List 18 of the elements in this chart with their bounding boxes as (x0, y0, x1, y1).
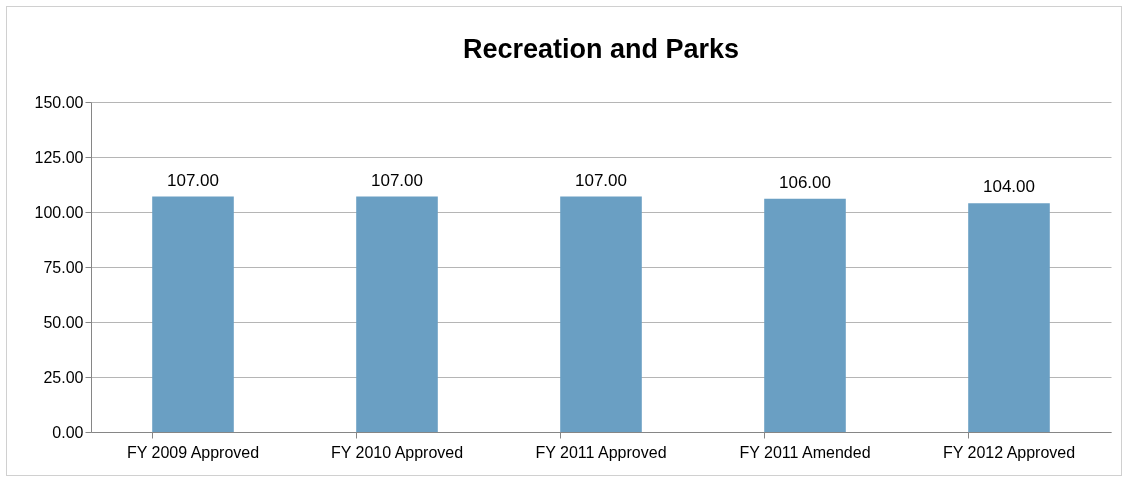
y-tick-label: 75.00 (43, 258, 84, 276)
x-tick-label: FY 2010 Approved (330, 443, 464, 461)
y-tick-label: 0.00 (52, 423, 84, 441)
x-tick-label: FY 2012 Approved (942, 443, 1076, 461)
x-tick-label: FY 2011 Approved (535, 443, 667, 461)
data-label: 107.00 (371, 170, 423, 190)
y-tick-label: 25.00 (43, 368, 84, 386)
x-tick-label: FY 2011 Amended (739, 443, 871, 461)
data-label: 106.00 (779, 172, 831, 192)
y-tick-label: 100.00 (34, 203, 84, 221)
data-label: 107.00 (167, 170, 219, 190)
y-tick-label: 125.00 (34, 148, 84, 166)
chart-title: Recreation and Parks (462, 34, 740, 64)
data-label: 104.00 (983, 177, 1035, 197)
x-tick-label: FY 2009 Approved (126, 443, 260, 461)
y-tick-label: 150.00 (34, 93, 84, 111)
data-label: 107.00 (575, 170, 627, 190)
y-tick-label: 50.00 (43, 313, 84, 331)
